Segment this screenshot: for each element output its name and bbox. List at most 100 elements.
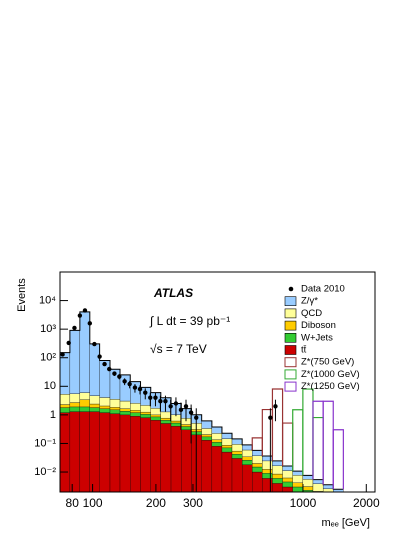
signal-bin [281, 422, 294, 467]
stack-bar [252, 471, 263, 492]
stack-bar [231, 438, 243, 445]
stack-bar [99, 397, 111, 407]
stack-bar [221, 451, 233, 492]
data-point [117, 374, 122, 379]
stack-bar [252, 455, 263, 464]
y-tick-label: 10⁴ [39, 294, 56, 306]
stack-bar [130, 416, 141, 492]
legend-label: Z*(1000 GeV) [301, 369, 360, 380]
legend-label: Z/γ* [301, 296, 318, 307]
stack-bar [231, 444, 243, 452]
data-point [153, 395, 158, 400]
stack-bar [60, 352, 71, 395]
stack-bar [60, 404, 71, 408]
stack-bar [89, 395, 100, 405]
stack-bar [262, 469, 273, 474]
x-tick-label: 1000 [290, 496, 317, 510]
plot-frame [59, 271, 376, 493]
stack-bar [79, 411, 90, 492]
y-tick-label: 10 [44, 380, 56, 392]
signal-bin [332, 429, 344, 490]
stack-bar [221, 433, 233, 439]
data-point [77, 313, 83, 318]
stack-bar [252, 450, 263, 456]
signal-bin [251, 437, 263, 451]
legend-label: Data 2010 [301, 284, 345, 295]
stack-bar [89, 411, 100, 492]
stack-bar [109, 407, 121, 410]
stack-bar [282, 486, 293, 492]
stack-bar [333, 505, 343, 509]
stack-bar [130, 403, 141, 411]
stack-bar [201, 434, 213, 438]
stack-bar [322, 484, 334, 489]
stack-bar [312, 483, 324, 492]
data-point [107, 366, 112, 372]
stack-bar [99, 405, 111, 409]
x-tick-label: 300 [183, 496, 203, 510]
stack-bar [231, 450, 243, 455]
stack-bar [221, 445, 233, 449]
legend-swatch [284, 296, 297, 307]
stack-bar [272, 465, 283, 475]
stack-bar [60, 394, 71, 405]
legend-label: tt̄ [301, 345, 307, 356]
legend-label: W+Jets [301, 332, 333, 343]
data-point [137, 386, 143, 392]
stack-bar [292, 471, 304, 476]
stack-bar [333, 501, 343, 505]
stack-bar [211, 439, 223, 443]
stack-bar [242, 464, 253, 492]
x-tick-label: 100 [83, 496, 103, 510]
stack-bar [211, 442, 223, 447]
data-point [72, 325, 77, 331]
signal-bin [292, 409, 304, 472]
stack-bar [130, 412, 141, 417]
stack-bar [160, 417, 172, 421]
stack-bar [79, 392, 90, 400]
signal-bin [271, 388, 284, 461]
stack-bar [150, 414, 161, 418]
stack-bar [181, 426, 192, 430]
stack-bar [242, 460, 253, 465]
stack-bar [119, 411, 131, 416]
legend-swatch [284, 332, 297, 343]
data-point [173, 401, 179, 406]
stack-bar [252, 463, 263, 468]
stack-bar [262, 455, 273, 462]
x-tick-label: 2000 [353, 496, 380, 510]
stack-bar [201, 428, 213, 435]
data-point [268, 415, 273, 420]
data-point [132, 385, 138, 390]
stack-bar [89, 403, 100, 408]
signal-bin [302, 388, 314, 476]
data-point [158, 399, 163, 404]
luminosity: ∫ L dt = 39 pb⁻¹ [149, 314, 230, 328]
stack-bar [69, 406, 81, 412]
stack-bar [302, 490, 314, 492]
stack-bar [272, 460, 283, 466]
stack-bar [302, 479, 314, 487]
data-point [97, 354, 102, 359]
data-point [148, 395, 153, 400]
stack-bar [99, 408, 111, 413]
stack-bar [140, 417, 151, 492]
stack-bar [130, 410, 141, 413]
stack-bar [292, 486, 304, 492]
stack-bar [69, 330, 81, 394]
legend-swatch [284, 308, 297, 319]
data-point [168, 404, 173, 409]
stack-bar [211, 433, 223, 440]
stack-bar [282, 465, 293, 471]
stack-bar [150, 420, 161, 492]
stack-bar [89, 343, 100, 396]
y-axis-label: Events [16, 278, 28, 312]
legend-marker [288, 286, 294, 292]
stack-bar [231, 458, 243, 492]
data-point [127, 381, 132, 387]
stack-bar [201, 436, 213, 441]
stack-bar [201, 440, 213, 492]
stack-bar [181, 424, 192, 427]
data-point [183, 404, 189, 409]
stack-bar [170, 426, 182, 492]
